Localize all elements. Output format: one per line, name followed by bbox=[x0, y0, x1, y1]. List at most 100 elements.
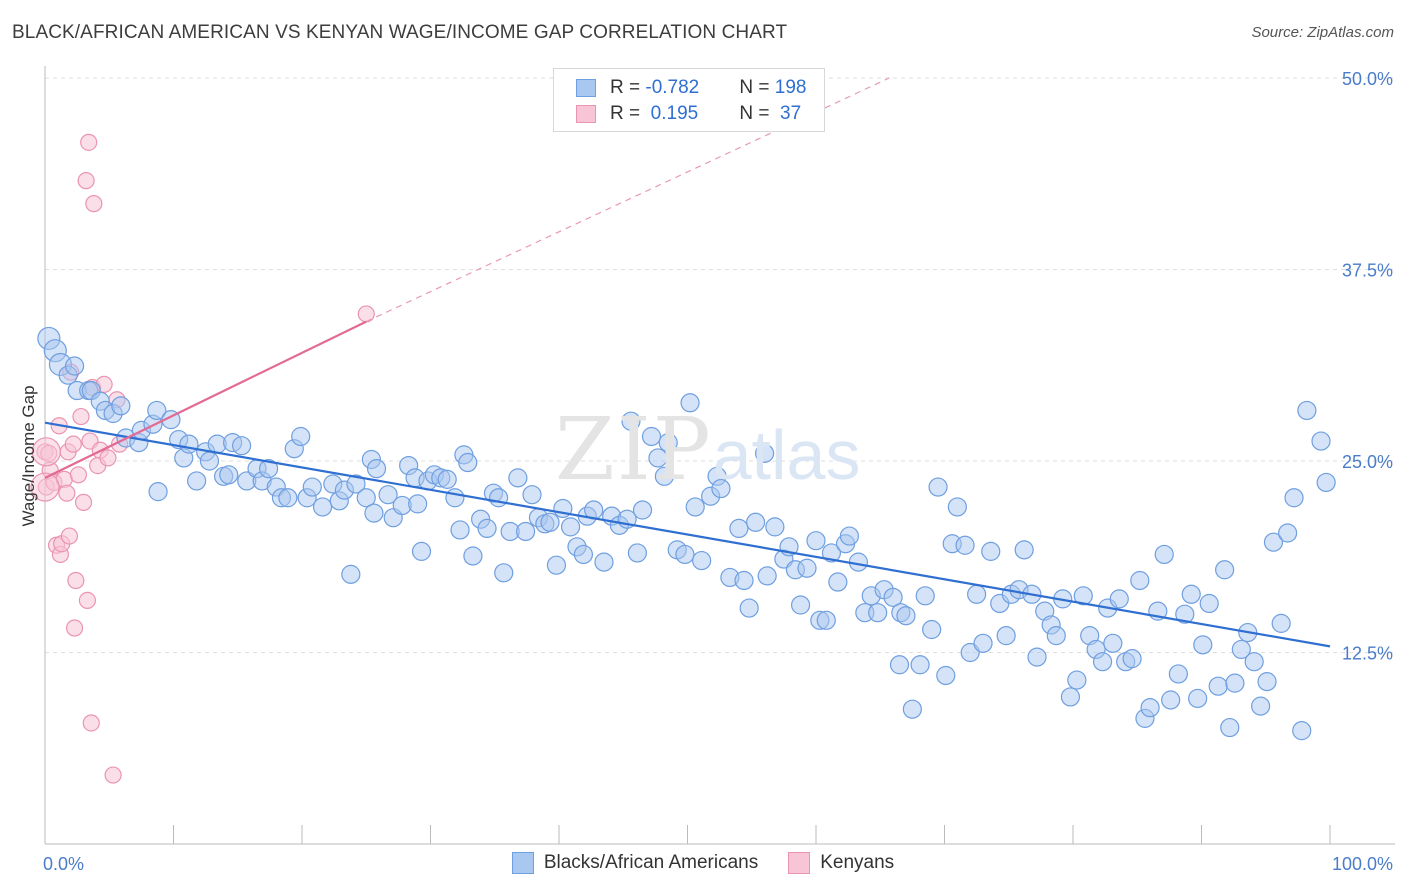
kenyan-point bbox=[78, 591, 97, 610]
legend-n-value: 198 bbox=[774, 77, 807, 98]
black-point bbox=[797, 558, 817, 578]
black-point bbox=[515, 521, 536, 542]
black-point bbox=[936, 665, 956, 686]
black-point bbox=[910, 655, 930, 675]
x-tick-label: 100.0% bbox=[1332, 854, 1393, 874]
black-point bbox=[973, 633, 993, 653]
kenyans-points bbox=[30, 133, 375, 784]
black-point bbox=[445, 488, 465, 508]
black-point bbox=[839, 526, 860, 546]
black-point bbox=[64, 356, 85, 376]
y-tick-label: 37.5% bbox=[1342, 261, 1393, 281]
black-point bbox=[148, 482, 168, 502]
legend-n-value: 37 bbox=[774, 103, 802, 124]
black-point bbox=[508, 468, 528, 488]
black-point bbox=[754, 443, 775, 463]
legend-row-kenyans: R = 0.195 N = 37 bbox=[576, 101, 801, 127]
black-point bbox=[828, 572, 848, 592]
black-point bbox=[734, 570, 754, 591]
kenyan-point bbox=[72, 407, 90, 426]
legend-label-blacks: Blacks/African Americans bbox=[543, 852, 759, 873]
black-point bbox=[947, 497, 967, 517]
black-point bbox=[546, 555, 567, 575]
black-point bbox=[1109, 589, 1129, 609]
black-point bbox=[1161, 690, 1181, 710]
correlation-legend: R = -0.782 N = 198 R = 0.195 N = 37 bbox=[553, 68, 825, 132]
black-point bbox=[1060, 687, 1081, 707]
black-point bbox=[1251, 696, 1271, 716]
black-point bbox=[1316, 472, 1336, 493]
black-point bbox=[1193, 635, 1213, 655]
legend-r-value: 0.195 bbox=[645, 103, 699, 124]
black-point bbox=[1092, 652, 1113, 672]
black-point bbox=[675, 544, 695, 565]
black-point bbox=[739, 598, 759, 618]
black-point bbox=[654, 466, 674, 486]
black-point bbox=[692, 550, 712, 571]
black-point bbox=[685, 497, 705, 517]
black-point bbox=[450, 520, 470, 540]
black-point bbox=[1231, 639, 1251, 660]
black-point bbox=[1225, 673, 1245, 693]
black-point bbox=[232, 436, 252, 456]
legend-row-blacks: R = -0.782 N = 198 bbox=[576, 75, 806, 101]
y-axis-label: Wage/Income Gap bbox=[19, 385, 38, 526]
kenyan-point bbox=[30, 472, 60, 502]
legend-label-kenyans: Kenyans bbox=[820, 852, 895, 873]
black-point bbox=[928, 477, 948, 497]
black-point bbox=[981, 541, 1001, 561]
watermark-zip: ZIP bbox=[555, 400, 713, 500]
black-point bbox=[627, 543, 647, 563]
black-point bbox=[648, 448, 668, 468]
legend-swatch-kenyans bbox=[788, 852, 811, 874]
kenyan-point bbox=[77, 172, 95, 190]
black-point bbox=[711, 478, 731, 499]
black-point bbox=[1311, 431, 1331, 451]
black-point bbox=[302, 477, 322, 497]
black-point bbox=[1067, 670, 1087, 690]
legend-item-kenyans[interactable]: Kenyans bbox=[788, 852, 894, 874]
legend-r-value: -0.782 bbox=[645, 77, 700, 98]
black-point bbox=[278, 488, 298, 508]
black-point bbox=[1292, 721, 1312, 741]
black-point bbox=[477, 518, 497, 539]
black-point bbox=[1130, 570, 1150, 591]
black-point bbox=[1297, 400, 1317, 421]
black-point bbox=[902, 699, 922, 719]
black-point bbox=[540, 512, 560, 532]
black-point bbox=[522, 485, 542, 505]
blacks-points bbox=[37, 326, 1336, 741]
kenyan-point bbox=[65, 619, 84, 637]
black-point bbox=[312, 497, 333, 517]
black-point bbox=[291, 426, 311, 447]
legend-item-blacks[interactable]: Blacks/African Americans bbox=[511, 852, 759, 874]
watermark: ZIPatlas bbox=[555, 400, 860, 500]
black-point bbox=[1014, 540, 1034, 560]
legend-r-label: R = bbox=[610, 77, 646, 98]
black-point bbox=[408, 494, 428, 514]
black-point bbox=[1199, 593, 1219, 614]
watermark-atlas: atlas bbox=[712, 416, 861, 494]
black-point bbox=[573, 544, 594, 565]
legend-n-label: N = bbox=[739, 77, 775, 98]
trend-lines bbox=[44, 77, 1331, 648]
kenyans-trend-extension bbox=[365, 77, 890, 323]
black-point bbox=[896, 606, 916, 626]
y-tick-label: 50.0% bbox=[1342, 69, 1393, 89]
black-point bbox=[967, 584, 987, 604]
kenyans-trend-line bbox=[44, 320, 367, 479]
black-point bbox=[1284, 488, 1304, 508]
black-point bbox=[641, 426, 662, 447]
black-point bbox=[1181, 584, 1201, 604]
black-point bbox=[1154, 544, 1174, 565]
chart-title: BLACK/AFRICAN AMERICAN VS KENYAN WAGE/IN… bbox=[12, 22, 788, 43]
legend-swatch-kenyans bbox=[576, 105, 596, 123]
black-point bbox=[111, 396, 131, 416]
black-point bbox=[746, 512, 766, 532]
kenyan-point bbox=[64, 435, 82, 453]
black-point bbox=[868, 603, 888, 623]
black-point bbox=[889, 655, 910, 675]
black-point bbox=[1263, 532, 1284, 552]
y-tick-label: 12.5% bbox=[1342, 644, 1393, 664]
